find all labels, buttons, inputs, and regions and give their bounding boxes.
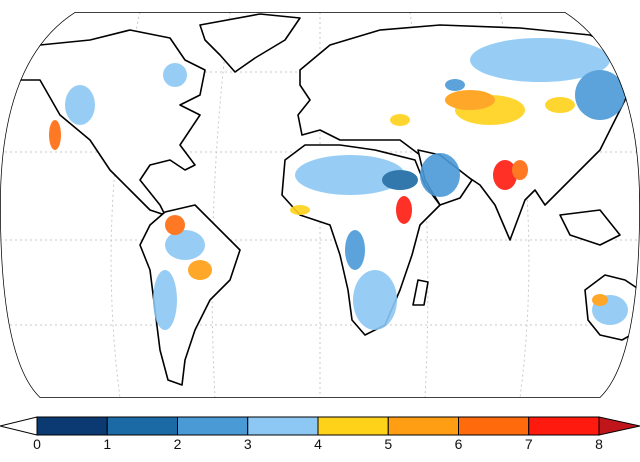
data-patch <box>165 215 185 235</box>
data-patch <box>295 155 405 195</box>
data-patch <box>545 97 575 113</box>
greenland <box>199 13 301 73</box>
south-america <box>139 204 241 386</box>
data-patch <box>153 270 177 330</box>
data-patch <box>188 260 212 280</box>
data-patch <box>382 170 418 190</box>
colorbar-segment <box>36 416 108 436</box>
colorbar-tick-label: 3 <box>243 436 252 452</box>
data-patch <box>512 160 528 180</box>
data-patch <box>345 230 365 270</box>
data-patch <box>353 270 397 330</box>
colorbar-tick-label: 5 <box>384 436 393 452</box>
data-patch <box>592 294 608 306</box>
data-patch <box>390 114 410 126</box>
colorbar-tick-label: 1 <box>103 436 112 452</box>
colorbar-tick-label: 2 <box>173 436 182 452</box>
colorbar-tick-label: 7 <box>524 436 533 452</box>
colorbar-segment <box>528 416 600 436</box>
map-border <box>0 12 640 398</box>
world-map <box>0 12 640 398</box>
north-america <box>7 29 206 216</box>
colorbar-segment <box>317 416 389 436</box>
colorbar <box>0 416 640 436</box>
colorbar-tick-label: 8 <box>595 436 603 452</box>
colorbar-tick-label: 4 <box>314 436 322 452</box>
colorbar-segment <box>247 416 319 436</box>
colorbar-segment <box>387 416 459 436</box>
data-patch <box>470 38 610 82</box>
data-patch <box>290 205 310 215</box>
data-patch <box>445 79 465 91</box>
colorbar-segment <box>106 416 178 436</box>
data-patch <box>165 230 205 260</box>
colorbar-over-triangle <box>598 416 640 436</box>
southeast-asia <box>559 209 621 246</box>
colorbar-tick-label: 6 <box>454 436 463 452</box>
data-patch <box>49 120 61 150</box>
data-patch <box>420 153 460 197</box>
colorbar-under-triangle <box>0 416 38 436</box>
data-patch <box>493 160 517 190</box>
data-field <box>49 38 628 330</box>
colorbar-tick-label: 0 <box>33 436 41 452</box>
madagascar <box>412 279 429 306</box>
colorbar-segment <box>458 416 530 436</box>
data-patch <box>163 63 187 87</box>
data-patch <box>575 70 625 120</box>
data-patch <box>445 90 495 110</box>
data-patch <box>396 196 412 224</box>
data-patch <box>65 85 95 125</box>
colorbar-segment <box>177 416 249 436</box>
